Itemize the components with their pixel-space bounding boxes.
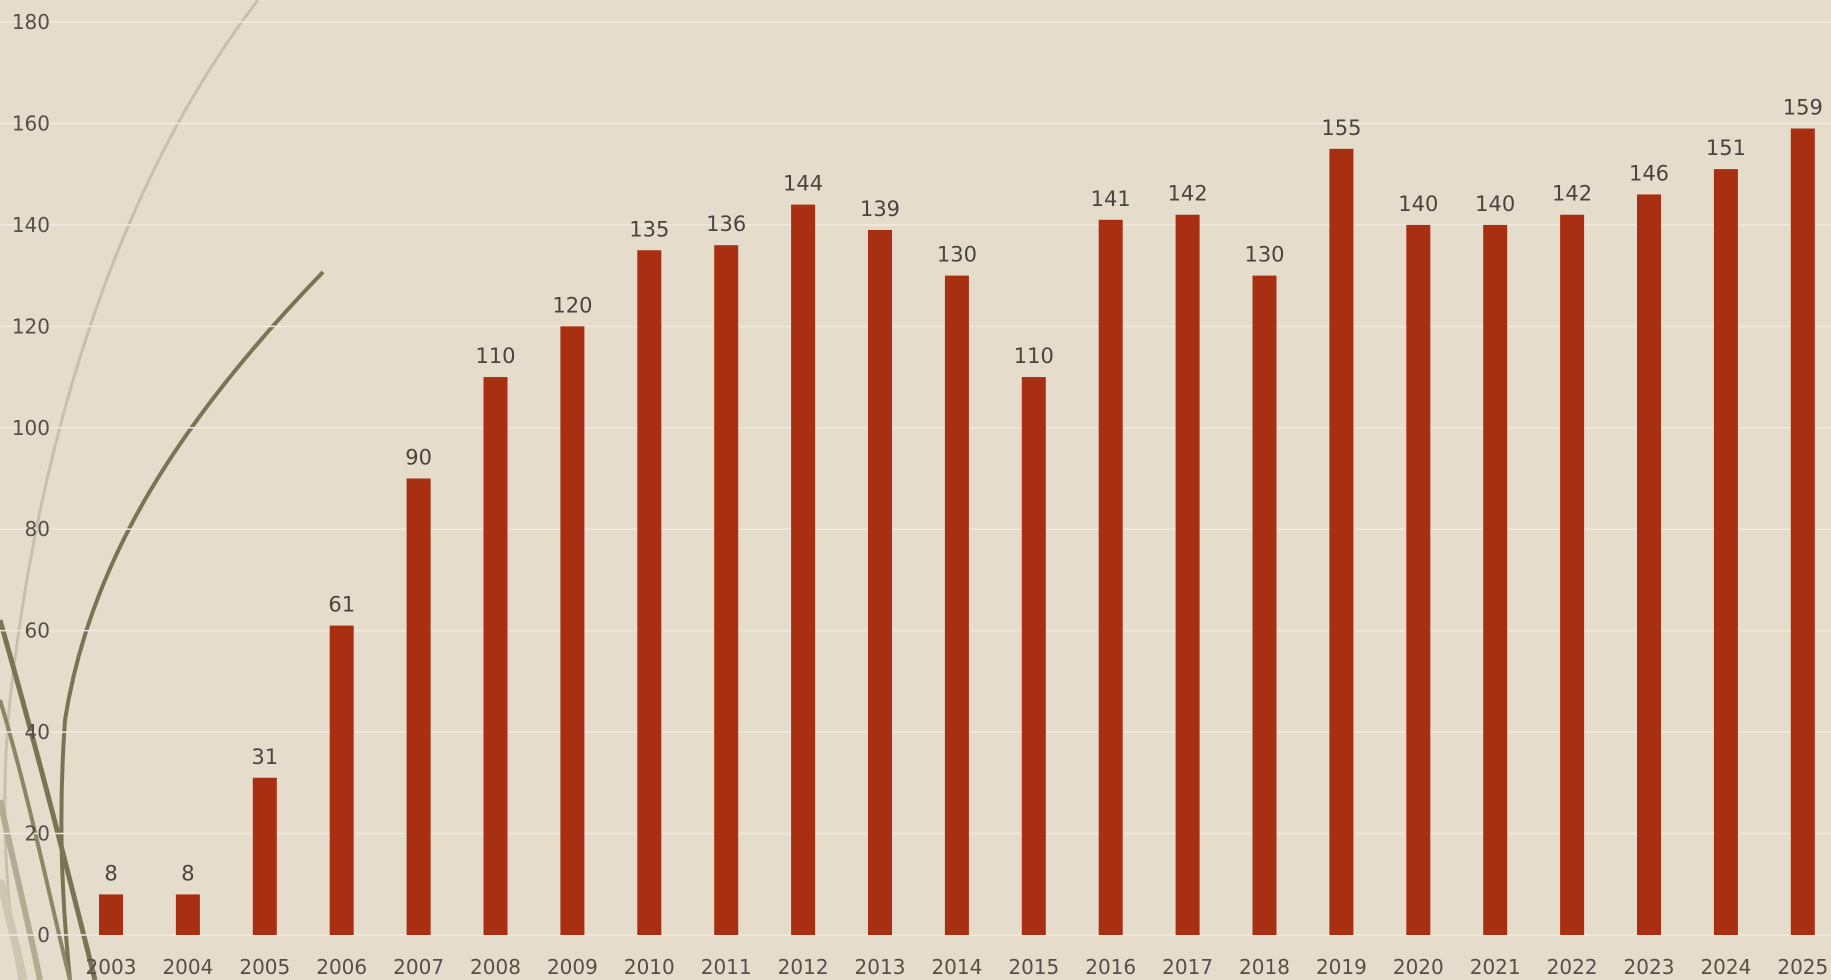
data-label: 120 (552, 293, 592, 317)
x-tick-label: 2021 (1470, 955, 1521, 979)
bar-2004 (175, 894, 200, 935)
y-tick-label: 0 (37, 923, 50, 947)
y-tick-label: 180 (12, 10, 50, 34)
data-label: 139 (860, 197, 900, 221)
data-labels: 8 8 31 61 90 110 120 135 136 144 139 130 110 141 142 13… (104, 96, 1823, 886)
y-tick-label: 40 (25, 720, 50, 744)
data-label: 155 (1321, 116, 1361, 140)
bar-2015 (1021, 377, 1046, 935)
bar-2019 (1329, 148, 1354, 936)
data-label: 151 (1706, 136, 1746, 160)
x-tick-label: 2022 (1547, 955, 1598, 979)
x-tick-label: 2011 (701, 955, 752, 979)
x-axis-ticks: 2003 2004 2005 2006 2007 2008 2009 2010 2011 2012… (86, 955, 1829, 979)
y-tick-label: 100 (12, 416, 50, 440)
bar-2005 (252, 777, 277, 935)
y-tick-label: 160 (12, 111, 50, 135)
bar-2021 (1483, 224, 1508, 935)
bar-2012 (791, 204, 816, 936)
x-tick-label: 2008 (470, 955, 521, 979)
bar-2013 (868, 229, 892, 935)
decor-stroke-3 (0, 799, 43, 980)
decor-curve-light (3, 0, 260, 980)
bar-2022 (1560, 214, 1585, 935)
decor-stroke-2 (0, 699, 72, 980)
x-tick-label: 2024 (1700, 955, 1751, 979)
x-tick-label: 2005 (239, 955, 290, 979)
data-label: 141 (1091, 187, 1131, 211)
data-label: 140 (1475, 192, 1515, 216)
bar-2024 (1713, 169, 1738, 935)
gridlines (0, 21, 1831, 936)
data-label: 110 (1014, 344, 1054, 368)
data-label: 142 (1552, 182, 1592, 206)
x-tick-label: 2012 (778, 955, 829, 979)
x-tick-label: 2004 (162, 955, 213, 979)
x-tick-label: 2018 (1239, 955, 1290, 979)
y-tick-label: 140 (12, 213, 50, 237)
data-label: 140 (1398, 192, 1438, 216)
x-tick-label: 2019 (1316, 955, 1367, 979)
x-tick-label: 2009 (547, 955, 598, 979)
data-label: 135 (629, 217, 669, 241)
data-label: 146 (1629, 161, 1669, 185)
y-axis-ticks: 0 20 40 60 80 100 120 140 160 180 (12, 10, 50, 947)
x-tick-label: 2003 (86, 955, 137, 979)
x-tick-label: 2025 (1777, 955, 1828, 979)
bar-2006 (329, 625, 354, 935)
x-tick-label: 2016 (1085, 955, 1136, 979)
data-label: 142 (1168, 182, 1208, 206)
data-label: 31 (251, 745, 278, 769)
x-tick-label: 2015 (1008, 955, 1059, 979)
bar-2010 (637, 250, 662, 935)
data-label: 61 (328, 593, 355, 617)
data-label: 130 (1244, 243, 1284, 267)
x-tick-label: 2006 (316, 955, 367, 979)
bar-2014 (944, 275, 969, 936)
decor-curve-dark (59, 270, 325, 980)
data-label: 159 (1783, 96, 1823, 120)
x-tick-label: 2020 (1393, 955, 1444, 979)
x-tick-label: 2014 (931, 955, 982, 979)
bars (99, 128, 1815, 936)
bar-2003 (99, 894, 123, 935)
bar-2016 (1098, 219, 1123, 936)
data-label: 130 (937, 243, 977, 267)
bar-2023 (1637, 194, 1661, 935)
bar-2025 (1790, 128, 1815, 935)
x-tick-label: 2013 (855, 955, 906, 979)
bar-2011 (714, 245, 739, 935)
bar-2008 (483, 377, 508, 935)
y-tick-label: 20 (25, 822, 50, 846)
bar-2009 (560, 326, 585, 935)
x-tick-label: 2010 (624, 955, 675, 979)
x-tick-label: 2007 (393, 955, 444, 979)
data-label: 110 (475, 344, 515, 368)
data-label: 90 (405, 446, 432, 470)
y-tick-label: 120 (12, 314, 50, 338)
x-tick-label: 2023 (1624, 955, 1675, 979)
y-tick-label: 60 (25, 619, 50, 643)
bar-2007 (406, 478, 431, 935)
y-tick-label: 80 (25, 517, 50, 541)
bar-2017 (1175, 214, 1200, 935)
data-label: 8 (104, 861, 117, 885)
x-tick-label: 2017 (1162, 955, 1213, 979)
data-label: 144 (783, 172, 823, 196)
data-label: 8 (181, 861, 194, 885)
bar-2018 (1252, 275, 1277, 936)
decor-stroke-1 (0, 619, 98, 980)
bar-2020 (1406, 224, 1431, 935)
data-label: 136 (706, 212, 746, 236)
